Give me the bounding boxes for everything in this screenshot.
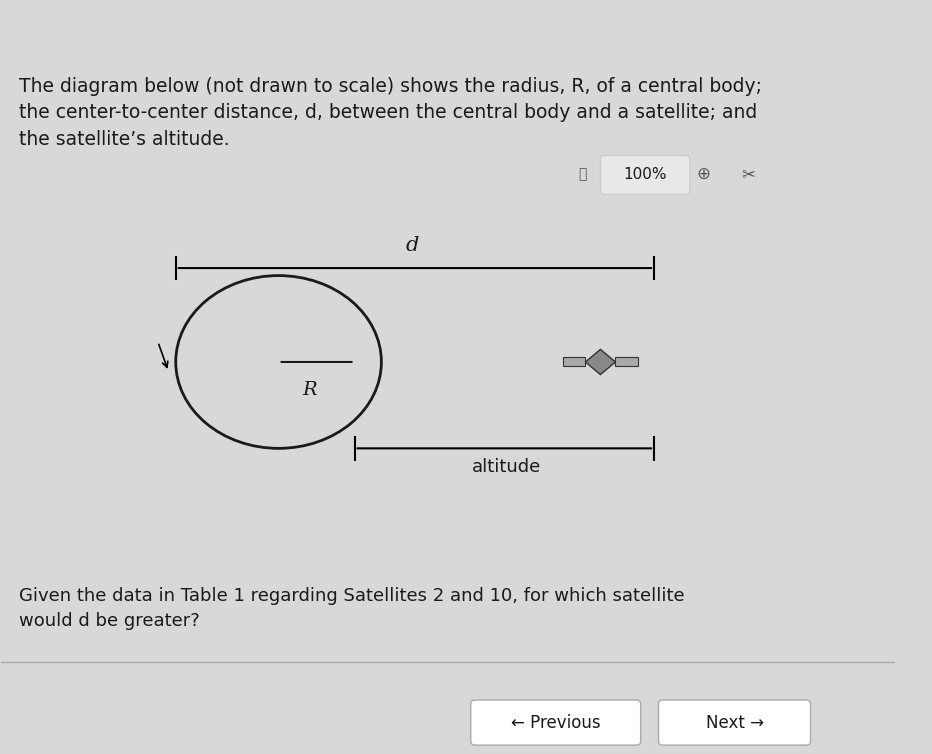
Text: Given the data in Table 1 regarding Satellites 2 and 10, for which satellite
wou: Given the data in Table 1 regarding Sate… xyxy=(20,587,685,630)
Text: ⊕: ⊕ xyxy=(696,165,710,183)
Polygon shape xyxy=(585,349,615,375)
FancyBboxPatch shape xyxy=(659,700,811,745)
FancyBboxPatch shape xyxy=(600,155,690,195)
Text: ← Previous: ← Previous xyxy=(511,713,600,731)
Text: R: R xyxy=(303,381,317,399)
Polygon shape xyxy=(615,357,637,366)
Text: The diagram below (not drawn to scale) shows the radius, R, of a central body;
t: The diagram below (not drawn to scale) s… xyxy=(20,76,762,149)
Text: altitude: altitude xyxy=(472,458,541,476)
Text: 🔍: 🔍 xyxy=(579,167,587,181)
Text: ✂: ✂ xyxy=(741,165,755,183)
Polygon shape xyxy=(563,357,585,366)
FancyBboxPatch shape xyxy=(471,700,640,745)
Text: Next →: Next → xyxy=(706,713,763,731)
Text: d: d xyxy=(406,236,419,256)
Text: 100%: 100% xyxy=(624,167,667,182)
